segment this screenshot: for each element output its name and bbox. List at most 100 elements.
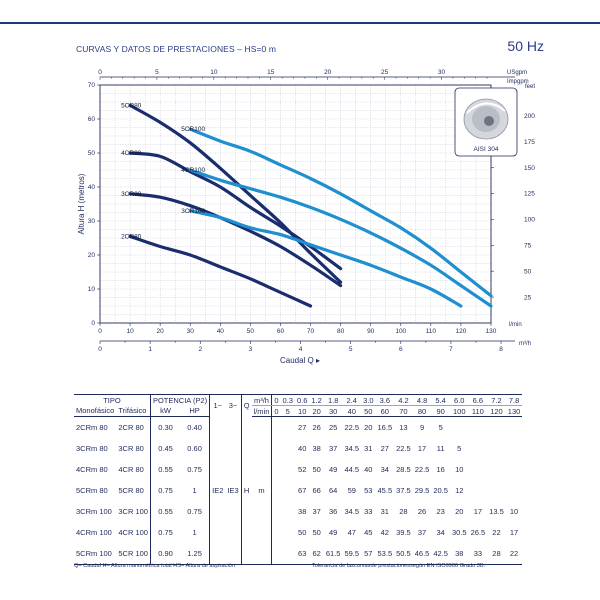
right-tick-label: 150	[524, 165, 535, 172]
head-value	[506, 480, 523, 501]
head-value: 28	[487, 543, 506, 565]
head-value: 59.5	[342, 543, 362, 565]
m3h-tick-label: 7	[449, 346, 453, 353]
head-value	[281, 501, 295, 522]
head-value: 27	[380, 444, 389, 453]
right-axis-unit: feet	[525, 84, 535, 90]
head-value: 49	[328, 528, 338, 537]
head-value	[506, 459, 523, 480]
q-m3h-value: 0	[271, 394, 281, 406]
head-value: 38	[449, 543, 469, 565]
q-m3h-value: 5.4	[431, 394, 450, 406]
model-tri: 2CR 80	[116, 416, 151, 438]
x-axis-label: Caudal Q ▸	[280, 356, 320, 365]
head-value: 33	[364, 507, 373, 516]
right-tick-label: 100	[524, 217, 535, 224]
q-m3h-value: 0.3	[280, 394, 295, 406]
x-axis-unit-lmin: l/min	[509, 322, 522, 328]
usgpm-tick-label: 10	[210, 69, 218, 76]
head-value	[469, 438, 488, 459]
head-value: 29.5	[414, 486, 430, 495]
head-value: 22	[505, 543, 523, 565]
head-value: 12	[455, 486, 464, 495]
head-value: 64	[328, 486, 338, 495]
q-lmin-value: 5	[280, 405, 295, 417]
x-tick-label: 90	[367, 328, 375, 335]
head-value: 20.5	[433, 486, 448, 495]
top-axis-unit-2: Impgpm	[507, 79, 529, 85]
head-value	[281, 417, 295, 439]
head-value	[506, 417, 523, 439]
power-kw: 0.90	[150, 543, 181, 565]
y-tick-label: 30	[88, 218, 96, 225]
power-kw: 0.30	[158, 423, 173, 432]
q-m3h-value: 3.0	[361, 394, 376, 406]
head-value: 28	[399, 507, 408, 516]
frequency-label: 50 Hz	[507, 38, 544, 54]
q-m3h-value: 2.4	[342, 394, 362, 406]
q-lmin-value: 40	[342, 405, 362, 417]
x-tick-label: 30	[187, 328, 195, 335]
q-lmin-value: 100	[449, 405, 469, 417]
series-label-4cr100: 4CR100	[181, 167, 205, 174]
head-value	[450, 417, 469, 439]
x-tick-label: 80	[337, 328, 345, 335]
y-tick-label: 20	[88, 252, 96, 259]
head-value: 33	[468, 543, 488, 565]
head-value: 5	[457, 444, 462, 453]
head-value	[272, 480, 281, 501]
head-value: 46.5	[412, 543, 432, 565]
head-value	[506, 438, 523, 459]
x-tick-label: 130	[486, 328, 497, 335]
head-value: 57	[361, 543, 376, 565]
power-hp: 0.60	[180, 438, 211, 459]
head-value: 67	[298, 486, 307, 495]
model-tri: 3CR 100	[116, 501, 151, 522]
efficiency-ie2: IE2	[209, 416, 226, 565]
q-m3h-value: 1.2	[309, 394, 324, 406]
header-potencia: POTENCIA (P2)	[150, 394, 211, 406]
head-value: 26	[312, 423, 321, 432]
right-tick-label: 200	[524, 113, 535, 120]
series-line-5cr100	[188, 127, 493, 298]
power-kw: 0.75	[158, 528, 173, 537]
head-value: 25	[328, 423, 338, 432]
power-kw: 0.55	[158, 507, 173, 516]
head-value: 36	[328, 507, 338, 516]
right-tick-label: 50	[524, 268, 532, 275]
q-lmin-value: 110	[468, 405, 488, 417]
page-title: CURVAS Y DATOS DE PRESTACIONES – HS=0 m	[76, 44, 277, 54]
head-value: 63	[294, 543, 310, 565]
model-tri: 3CR 80	[116, 438, 151, 459]
model-mono: 5CRm 80	[76, 486, 108, 495]
head-value: 66	[312, 486, 321, 495]
head-value: 28.5	[396, 465, 411, 474]
head-value: 34	[436, 528, 445, 537]
power-hp: 1.25	[180, 543, 211, 565]
header-m3h: m³/h	[251, 394, 273, 406]
head-value: 34	[380, 465, 389, 474]
q-m3h-value: 4.8	[412, 394, 432, 406]
right-tick-label: 75	[524, 242, 532, 249]
head-value	[487, 417, 506, 439]
top-rule	[0, 22, 600, 24]
q-m3h-value: 6.0	[449, 394, 469, 406]
header-q: Q	[240, 394, 252, 417]
head-value: 42	[380, 528, 389, 537]
head-value	[272, 417, 281, 439]
head-value: 22	[492, 528, 501, 537]
head-value: 40	[298, 444, 307, 453]
q-lmin-value: 20	[309, 405, 324, 417]
head-value	[281, 522, 295, 543]
y-tick-label: 60	[88, 116, 96, 123]
head-value: 47	[347, 528, 356, 537]
table-row: 5CRm 80 5CR 80 0.75 1 67 66 64 59 53 45.5 37.5 29.5…	[74, 480, 522, 501]
x-tick-label: 100	[395, 328, 406, 335]
usgpm-tick-label: 25	[381, 69, 389, 76]
q-lmin-value: 80	[412, 405, 432, 417]
header-lmin: l/min	[251, 405, 273, 417]
table-row: 3CRm 100 3CR 100 0.55 0.75 38 37 36 34.5 33 31 28 2…	[74, 501, 522, 522]
q-lmin-value: 130	[505, 405, 523, 417]
